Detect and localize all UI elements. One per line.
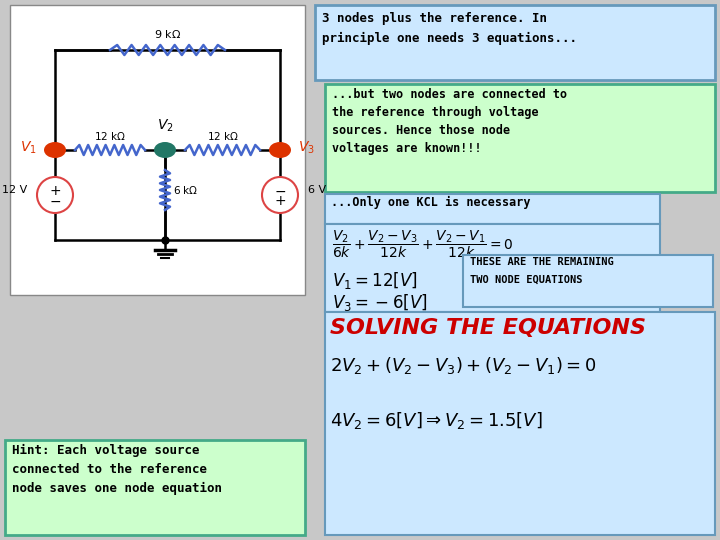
Text: $4V_2=6[V]\Rightarrow V_2=1.5[V]$: $4V_2=6[V]\Rightarrow V_2=1.5[V]$ [330, 410, 543, 431]
Text: $-$: $-$ [49, 194, 61, 208]
Text: 9 k$\Omega$: 9 k$\Omega$ [154, 28, 181, 40]
Text: 12 k$\Omega$: 12 k$\Omega$ [207, 130, 238, 142]
Bar [463, 255, 713, 307]
Text: TWO NODE EQUATIONS: TWO NODE EQUATIONS [470, 275, 582, 285]
Ellipse shape [269, 142, 291, 158]
Circle shape [262, 177, 298, 213]
Text: Hint: Each voltage source: Hint: Each voltage source [12, 444, 199, 457]
Text: 12 V: 12 V [1, 185, 27, 195]
Bar [315, 5, 715, 80]
Text: 12 k$\Omega$: 12 k$\Omega$ [94, 130, 126, 142]
Text: 6 V: 6 V [308, 185, 326, 195]
Text: ...but two nodes are connected to: ...but two nodes are connected to [332, 88, 567, 101]
Ellipse shape [154, 142, 176, 158]
Text: node saves one node equation: node saves one node equation [12, 482, 222, 495]
Ellipse shape [44, 142, 66, 158]
Bar [10, 5, 305, 295]
Text: $V_1$: $V_1$ [20, 140, 37, 156]
Circle shape [37, 177, 73, 213]
Text: $V_3=-6[V]$: $V_3=-6[V]$ [332, 292, 428, 313]
Text: the reference through voltage: the reference through voltage [332, 106, 539, 119]
Text: connected to the reference: connected to the reference [12, 463, 207, 476]
Text: $+$: $+$ [49, 184, 61, 198]
Text: voltages are known!!!: voltages are known!!! [332, 142, 482, 155]
Text: $V_1=12[V]$: $V_1=12[V]$ [332, 270, 418, 291]
Text: $V_3$: $V_3$ [298, 140, 315, 156]
Text: $2V_2+(V_2-V_3)+(V_2-V_1)=0$: $2V_2+(V_2-V_3)+(V_2-V_1)=0$ [330, 355, 596, 376]
Bar [325, 84, 715, 192]
Text: principle one needs 3 equations...: principle one needs 3 equations... [322, 32, 577, 45]
Bar [5, 440, 305, 535]
Text: ...Only one KCL is necessary: ...Only one KCL is necessary [331, 196, 531, 209]
Text: 6 k$\Omega$: 6 k$\Omega$ [173, 184, 198, 196]
Text: SOLVING THE EQUATIONS: SOLVING THE EQUATIONS [330, 318, 646, 338]
Text: $+$: $+$ [274, 194, 286, 208]
Bar [325, 194, 660, 224]
Text: $-$: $-$ [274, 184, 286, 198]
Text: $V_2$: $V_2$ [157, 118, 174, 134]
Text: 3 nodes plus the reference. In: 3 nodes plus the reference. In [322, 12, 547, 25]
Bar [325, 224, 660, 312]
Text: sources. Hence those node: sources. Hence those node [332, 124, 510, 137]
Text: THESE ARE THE REMAINING: THESE ARE THE REMAINING [470, 257, 613, 267]
Bar [325, 312, 715, 535]
Text: $\dfrac{V_2}{6k}+\dfrac{V_2-V_3}{12k}+\dfrac{V_2-V_1}{12k}=0$: $\dfrac{V_2}{6k}+\dfrac{V_2-V_3}{12k}+\d… [332, 228, 513, 260]
